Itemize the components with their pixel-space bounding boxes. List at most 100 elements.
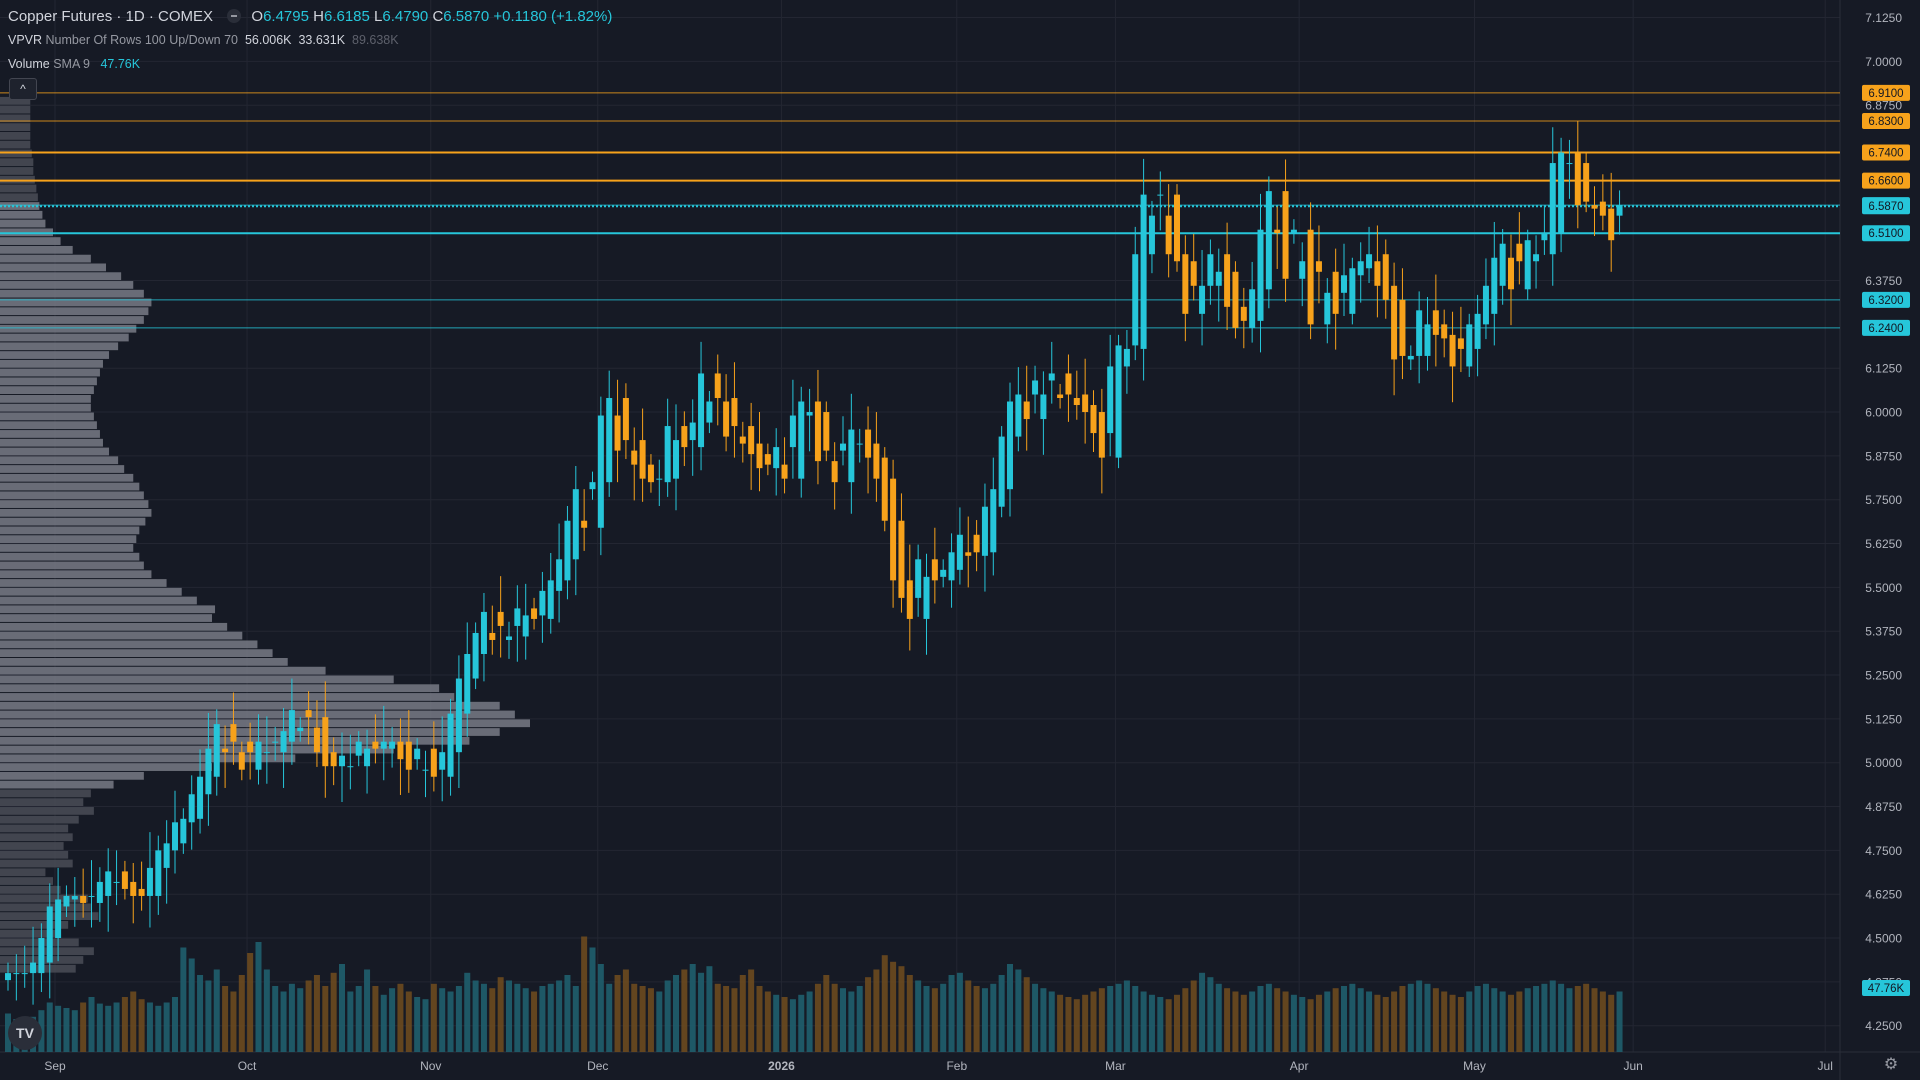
candle-body [172,822,178,851]
volume-bar [1482,983,1489,1052]
candle-body [781,464,788,479]
candle-body [146,867,153,896]
volume-bar [339,964,345,1052]
volume-profile-row [0,289,144,298]
volume-profile-row [0,430,100,438]
volume-bar [1616,991,1623,1052]
volume-params: SMA 9 [53,57,91,71]
volume-bar [380,994,387,1052]
volume-legend[interactable]: Volume SMA 9 47.76K [8,57,140,71]
volume-profile-row [0,903,91,912]
volume-bar [297,988,304,1052]
volume-bar [138,999,145,1052]
volume-profile-row [0,272,122,281]
volume-bar [1341,986,1347,1052]
tradingview-logo[interactable]: TV [8,1016,42,1050]
candle-body [96,881,103,903]
open-value: 6.4795 [263,8,309,25]
volume-profile-row [0,167,34,175]
candle-body [455,678,462,753]
time-tick-label: 2026 [768,1059,795,1073]
candle-body [773,447,780,469]
volume-bar [698,972,705,1052]
time-axis[interactable]: SepOctNovDec2026FebMarAprMayJunJulAugSep [44,1059,1920,1073]
volume-bar [689,964,696,1052]
candle-body [1524,240,1531,290]
candle-body [30,962,37,974]
candle-body [814,401,821,462]
candle-body [1349,268,1356,314]
volume-bar [1165,999,1172,1052]
candle-body [547,580,554,619]
volume-profile-row [0,368,100,377]
candle-body [480,611,487,654]
volume-profile-row [0,395,91,403]
volume-bar [397,983,404,1052]
candle-body [1558,152,1565,234]
volume-bar [1215,983,1222,1052]
volume-bar [823,975,830,1052]
volume-bar [272,986,279,1052]
volume-profile-row [0,412,94,421]
volume-bar [180,947,187,1052]
price-tick-label: 4.7500 [1865,844,1902,858]
volume-bar [1524,988,1531,1052]
volume-bar [798,994,805,1052]
volume-bar [781,997,788,1052]
candle-body [647,464,654,483]
volume-bar [105,1005,112,1052]
volume-bar [1190,980,1197,1052]
volume-profile-row [0,482,140,491]
volume-profile-row [0,552,140,561]
candle-body [1148,215,1155,255]
volume-profile-row [0,491,144,500]
candle-body [614,415,621,451]
price-level-tag [1862,112,1910,129]
volume-bar [1608,994,1615,1052]
volume-bar [522,988,529,1052]
volume-name[interactable]: Volume [8,57,50,71]
symbol-legend[interactable]: Copper Futures · 1D · COMEX O6.4795 H6.6… [8,8,612,25]
volume-bar [564,975,571,1052]
volume-bar [898,966,905,1052]
volume-bar [606,983,613,1052]
chevron-up-icon[interactable]: ^ [9,78,37,100]
change-value: +0.1180 (+1.82%) [493,8,613,25]
volume-profile-row [0,771,144,780]
candle-body [906,580,913,619]
price-level-label: 6.8300 [1868,116,1903,128]
volume-bars [5,936,1623,1052]
candle-body [1249,289,1256,328]
candle-body [5,973,11,981]
volume-profile-row [0,377,97,386]
candle-body [263,752,270,754]
volume-profile-row [0,587,182,596]
volume-profile-row [0,658,288,666]
price-level-tag [1862,225,1910,242]
volume-profile-row [0,570,152,579]
candle-body [1307,229,1314,325]
volume-bar [789,999,796,1052]
candle-body [88,895,95,897]
vpvr-name[interactable]: VPVR [8,33,43,47]
volume-bar [1132,986,1139,1052]
volume-bar [1474,986,1481,1052]
candle-body [514,608,521,626]
candle-body [622,398,629,441]
candle-body [1332,271,1339,314]
close-value: 6.5870 [443,8,490,25]
candle-body [506,636,512,640]
candle-body [731,398,738,427]
settings-gear-icon[interactable]: ⚙ [1883,1056,1899,1073]
vpvr-legend[interactable]: VPVR Number Of Rows 100 Up/Down 70 56.00… [8,33,399,47]
symbol-title[interactable]: Copper Futures · 1D · COMEX [8,8,214,25]
candle-body [873,443,880,479]
time-tick-label: Jun [1623,1059,1642,1073]
price-axis[interactable]: 7.1250 7.0000 6.8750 6.3750 6.1250 6.0000 5.87… [1862,11,1910,1033]
volume-profile-row [0,237,61,245]
candle-body [1366,254,1373,269]
candle-body [1466,324,1473,367]
volume-bar [973,986,980,1052]
candle-body [389,741,396,749]
